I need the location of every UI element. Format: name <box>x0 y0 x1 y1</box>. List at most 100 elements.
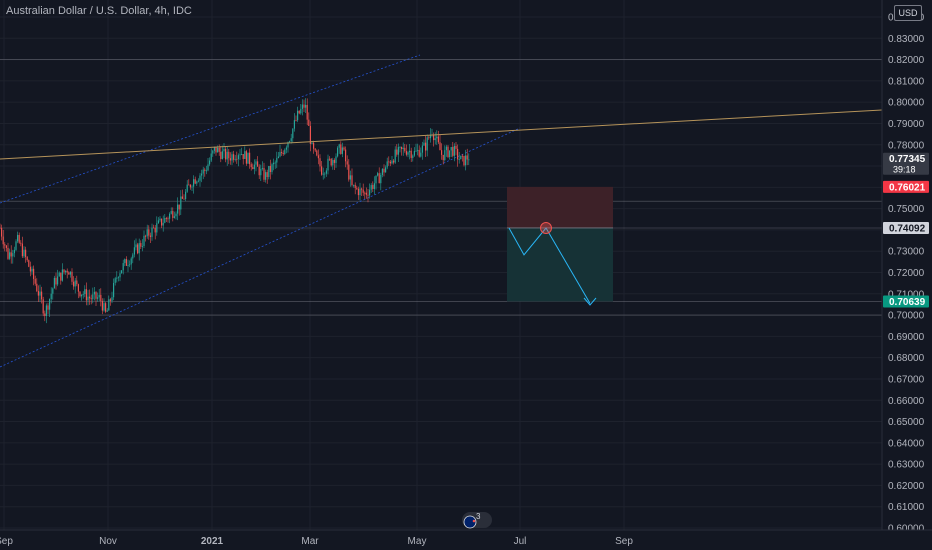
candle-body <box>425 142 427 151</box>
candle-body <box>345 149 347 162</box>
time-axis[interactable] <box>0 530 932 550</box>
candle-body <box>234 158 236 160</box>
candle-body <box>433 134 435 141</box>
last-price-badge: 0.77345 <box>889 154 926 165</box>
candle-body <box>167 218 169 220</box>
candle-body <box>89 296 91 299</box>
candle-body <box>274 162 276 164</box>
candle-body <box>58 272 60 277</box>
price-tick-label: 0.82000 <box>888 55 925 66</box>
candle-body <box>154 227 156 233</box>
candle-body <box>116 277 118 279</box>
candle-body <box>330 158 332 166</box>
candle-body <box>349 175 351 180</box>
price-tick-label: 0.75000 <box>888 204 925 215</box>
candle-body <box>245 151 247 164</box>
candle-body <box>140 243 142 247</box>
candle-body <box>218 147 220 152</box>
candle-body <box>196 181 198 184</box>
candle-body <box>428 137 430 139</box>
candle-body <box>5 245 7 248</box>
candle-body <box>455 145 457 149</box>
candle-body <box>77 284 79 292</box>
price-tick-label: 0.78000 <box>888 140 925 151</box>
trendline[interactable] <box>0 109 883 160</box>
candle-body <box>351 175 353 186</box>
candle-body <box>193 179 195 187</box>
candle-body <box>132 254 134 259</box>
candle-body <box>117 277 119 279</box>
candle-body <box>12 253 14 257</box>
trendline-resistance[interactable] <box>0 109 883 160</box>
candle-body <box>314 148 316 151</box>
candle-body <box>465 155 467 166</box>
symbol-title: Australian Dollar / U.S. Dollar, 4h, IDC <box>6 5 192 17</box>
candle-body <box>329 158 331 160</box>
candle-body <box>356 187 358 189</box>
candle-body <box>445 146 447 151</box>
candle-body <box>209 160 211 165</box>
candle-body <box>121 270 123 274</box>
projection-polyline[interactable] <box>508 227 591 304</box>
projection-path[interactable] <box>508 222 597 306</box>
currency-button[interactable]: USD <box>894 5 922 21</box>
candle-body <box>229 158 231 161</box>
candle-body <box>417 149 419 151</box>
horizontal-levels[interactable] <box>0 59 882 316</box>
candle-body <box>466 155 468 160</box>
grid <box>0 0 882 530</box>
candle-body <box>69 271 71 275</box>
candle-body <box>381 168 383 175</box>
time-tick-label: Mar <box>301 536 319 547</box>
candle-body <box>177 204 179 214</box>
candle-body <box>285 147 287 150</box>
candle-body <box>47 305 49 310</box>
stop-price-badge: 0.76021 <box>889 182 926 193</box>
candle-body <box>420 152 422 157</box>
candle-body <box>101 301 103 311</box>
candle-body <box>105 303 107 312</box>
candle-body <box>169 213 171 219</box>
candle-body <box>250 164 252 168</box>
event-marker[interactable]: 3 <box>462 512 492 529</box>
channel-upper-line[interactable] <box>0 54 421 204</box>
candle-body <box>290 138 292 142</box>
entry-marker[interactable] <box>540 222 552 235</box>
channel-lower-line[interactable] <box>0 127 521 368</box>
candle-body <box>2 236 4 245</box>
price-tick-label: 0.61000 <box>888 502 925 513</box>
price-tick-label: 0.68000 <box>888 353 925 364</box>
candle-body <box>437 136 439 143</box>
candle-body <box>396 149 398 155</box>
candle-body <box>119 273 121 278</box>
long-short-position-tool[interactable] <box>507 186 613 302</box>
candle-body <box>410 150 412 158</box>
time-tick-label: Jul <box>514 536 527 547</box>
entry-price-badge-bg <box>883 221 929 234</box>
candle-body <box>442 154 444 161</box>
candle-body <box>23 249 25 257</box>
candle-body <box>415 150 417 152</box>
candle-body <box>386 161 388 168</box>
candle-body <box>45 305 47 316</box>
candle-body <box>34 278 36 284</box>
price-axis[interactable] <box>882 0 932 530</box>
candle-body <box>71 271 73 282</box>
candle-body <box>354 184 356 188</box>
price-tick-label: 0.83000 <box>888 34 925 45</box>
candle-body <box>298 110 300 114</box>
stop-zone[interactable] <box>507 186 613 228</box>
channel-lines[interactable] <box>0 54 521 368</box>
candle-body <box>322 173 324 175</box>
candle-body <box>85 289 87 301</box>
price-tick-label: 0.73000 <box>888 247 925 258</box>
candle-body <box>393 160 395 163</box>
candle-body <box>295 120 297 121</box>
candle-body <box>341 147 343 154</box>
target-zone[interactable] <box>507 227 613 302</box>
candle-body <box>151 227 153 237</box>
candle-body <box>82 293 84 295</box>
candle-body <box>141 245 143 247</box>
last-price-badge-countdown: 39:18 <box>893 165 916 175</box>
